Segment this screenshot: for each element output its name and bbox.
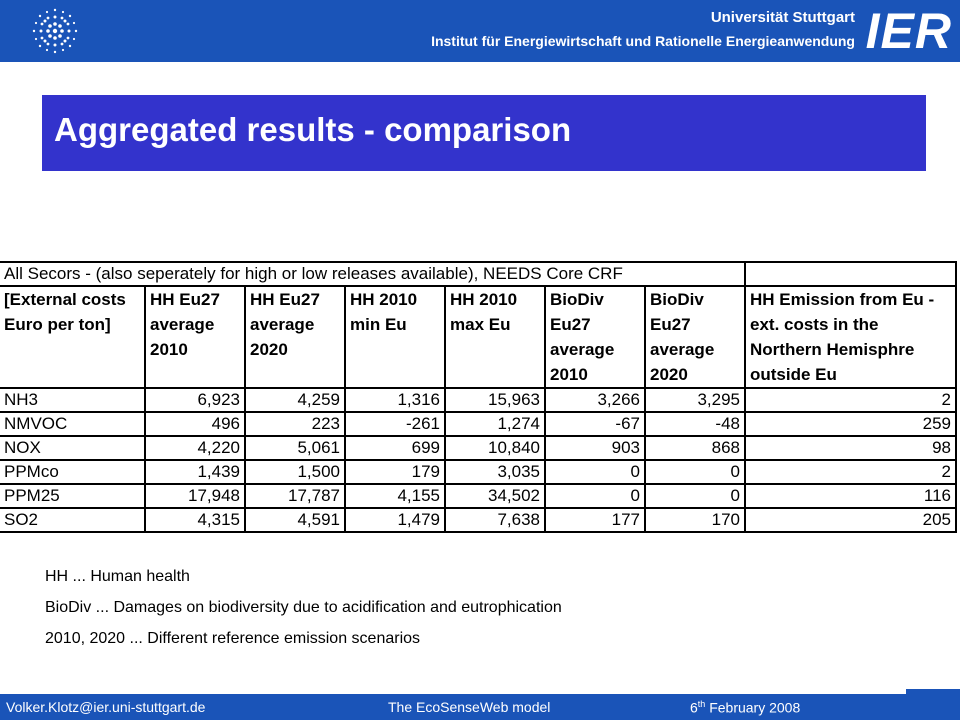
header-cell: HH Eu27 average 2020	[244, 285, 346, 389]
footer-date: 6th February 2008	[690, 699, 800, 716]
value-cell: 4,315	[144, 507, 246, 533]
value-cell: 259	[744, 411, 957, 437]
university-seal-icon	[32, 8, 78, 54]
header-cell: BioDiv Eu27 average 2010	[544, 285, 646, 389]
footer-date-rest: February 2008	[705, 699, 801, 716]
value-cell: -261	[344, 411, 446, 437]
note-hh: HH ... Human health	[45, 568, 190, 585]
pollutant-cell: SO2	[0, 507, 146, 533]
value-cell: 6,923	[144, 387, 246, 413]
value-cell: 4,259	[244, 387, 346, 413]
value-cell: 2	[744, 387, 957, 413]
title-box: Aggregated results - comparison	[42, 95, 926, 171]
table-row: PPMco 1,439 1,500 179 3,035 0 0 2	[0, 459, 957, 485]
header-cell: HH Eu27 average 2010	[144, 285, 246, 389]
table-caption-row: All Secors - (also seperately for high o…	[0, 261, 957, 287]
value-cell: 1,439	[144, 459, 246, 485]
value-cell: 1,479	[344, 507, 446, 533]
pollutant-cell: NH3	[0, 387, 146, 413]
value-cell: 3,266	[544, 387, 646, 413]
note-biodiv: BioDiv ... Damages on biodiversity due t…	[45, 599, 562, 616]
pollutant-cell: NMVOC	[0, 411, 146, 437]
footer-tab	[906, 689, 960, 695]
value-cell: 1,316	[344, 387, 446, 413]
value-cell: 223	[244, 411, 346, 437]
footer-email: Volker.Klotz@ier.uni-stuttgart.de	[6, 699, 206, 715]
external-costs-table: All Secors - (also seperately for high o…	[0, 261, 957, 533]
value-cell: 4,220	[144, 435, 246, 461]
header-cell: HH Emission from Eu - ext. costs in the …	[744, 285, 957, 389]
value-cell: 179	[344, 459, 446, 485]
header-band: Universität Stuttgart Institut für Energ…	[0, 0, 960, 62]
value-cell: -67	[544, 411, 646, 437]
value-cell: 2	[744, 459, 957, 485]
table-row: SO2 4,315 4,591 1,479 7,638 177 170 205	[0, 507, 957, 533]
value-cell: 5,061	[244, 435, 346, 461]
institute-name: Institut für Energiewirtschaft und Ratio…	[431, 33, 855, 49]
value-cell: 0	[544, 459, 646, 485]
table-row: NH3 6,923 4,259 1,316 15,963 3,266 3,295…	[0, 387, 957, 413]
value-cell: 17,948	[144, 483, 246, 509]
value-cell: 496	[144, 411, 246, 437]
slide-title: Aggregated results - comparison	[54, 111, 572, 148]
footer-date-suffix: th	[697, 699, 706, 709]
footer-band: Volker.Klotz@ier.uni-stuttgart.de The Ec…	[0, 694, 960, 720]
value-cell: 1,500	[244, 459, 346, 485]
footer-model: The EcoSenseWeb model	[388, 699, 551, 715]
value-cell: 868	[644, 435, 746, 461]
header-cell: HH 2010 min Eu	[344, 285, 446, 389]
university-name: Universität Stuttgart	[710, 9, 855, 26]
value-cell: 0	[644, 459, 746, 485]
value-cell: 177	[544, 507, 646, 533]
value-cell: -48	[644, 411, 746, 437]
value-cell: 3,035	[444, 459, 546, 485]
table-caption: All Secors - (also seperately for high o…	[0, 261, 746, 287]
table-caption-empty	[744, 261, 957, 287]
table-header-row: [External costs Euro per ton] HH Eu27 av…	[0, 285, 957, 389]
value-cell: 0	[544, 483, 646, 509]
value-cell: 7,638	[444, 507, 546, 533]
value-cell: 4,155	[344, 483, 446, 509]
legend-notes: HH ... Human health BioDiv ... Damages o…	[45, 566, 562, 659]
footer-date-day: 6	[690, 699, 698, 716]
value-cell: 699	[344, 435, 446, 461]
value-cell: 205	[744, 507, 957, 533]
pollutant-cell: NOX	[0, 435, 146, 461]
value-cell: 34,502	[444, 483, 546, 509]
pollutant-cell: PPMco	[0, 459, 146, 485]
ier-logo: IER	[865, 3, 952, 59]
table-row: NMVOC 496 223 -261 1,274 -67 -48 259	[0, 411, 957, 437]
value-cell: 4,591	[244, 507, 346, 533]
note-scenarios: 2010, 2020 ... Different reference emiss…	[45, 630, 421, 647]
value-cell: 170	[644, 507, 746, 533]
value-cell: 0	[644, 483, 746, 509]
pollutant-cell: PPM25	[0, 483, 146, 509]
value-cell: 15,963	[444, 387, 546, 413]
value-cell: 98	[744, 435, 957, 461]
table-row: PPM25 17,948 17,787 4,155 34,502 0 0 116	[0, 483, 957, 509]
value-cell: 116	[744, 483, 957, 509]
header-cell: BioDiv Eu27 average 2020	[644, 285, 746, 389]
value-cell: 10,840	[444, 435, 546, 461]
header-cell: [External costs Euro per ton]	[0, 285, 146, 389]
value-cell: 1,274	[444, 411, 546, 437]
value-cell: 903	[544, 435, 646, 461]
header-cell: HH 2010 max Eu	[444, 285, 546, 389]
value-cell: 3,295	[644, 387, 746, 413]
value-cell: 17,787	[244, 483, 346, 509]
table-row: NOX 4,220 5,061 699 10,840 903 868 98	[0, 435, 957, 461]
